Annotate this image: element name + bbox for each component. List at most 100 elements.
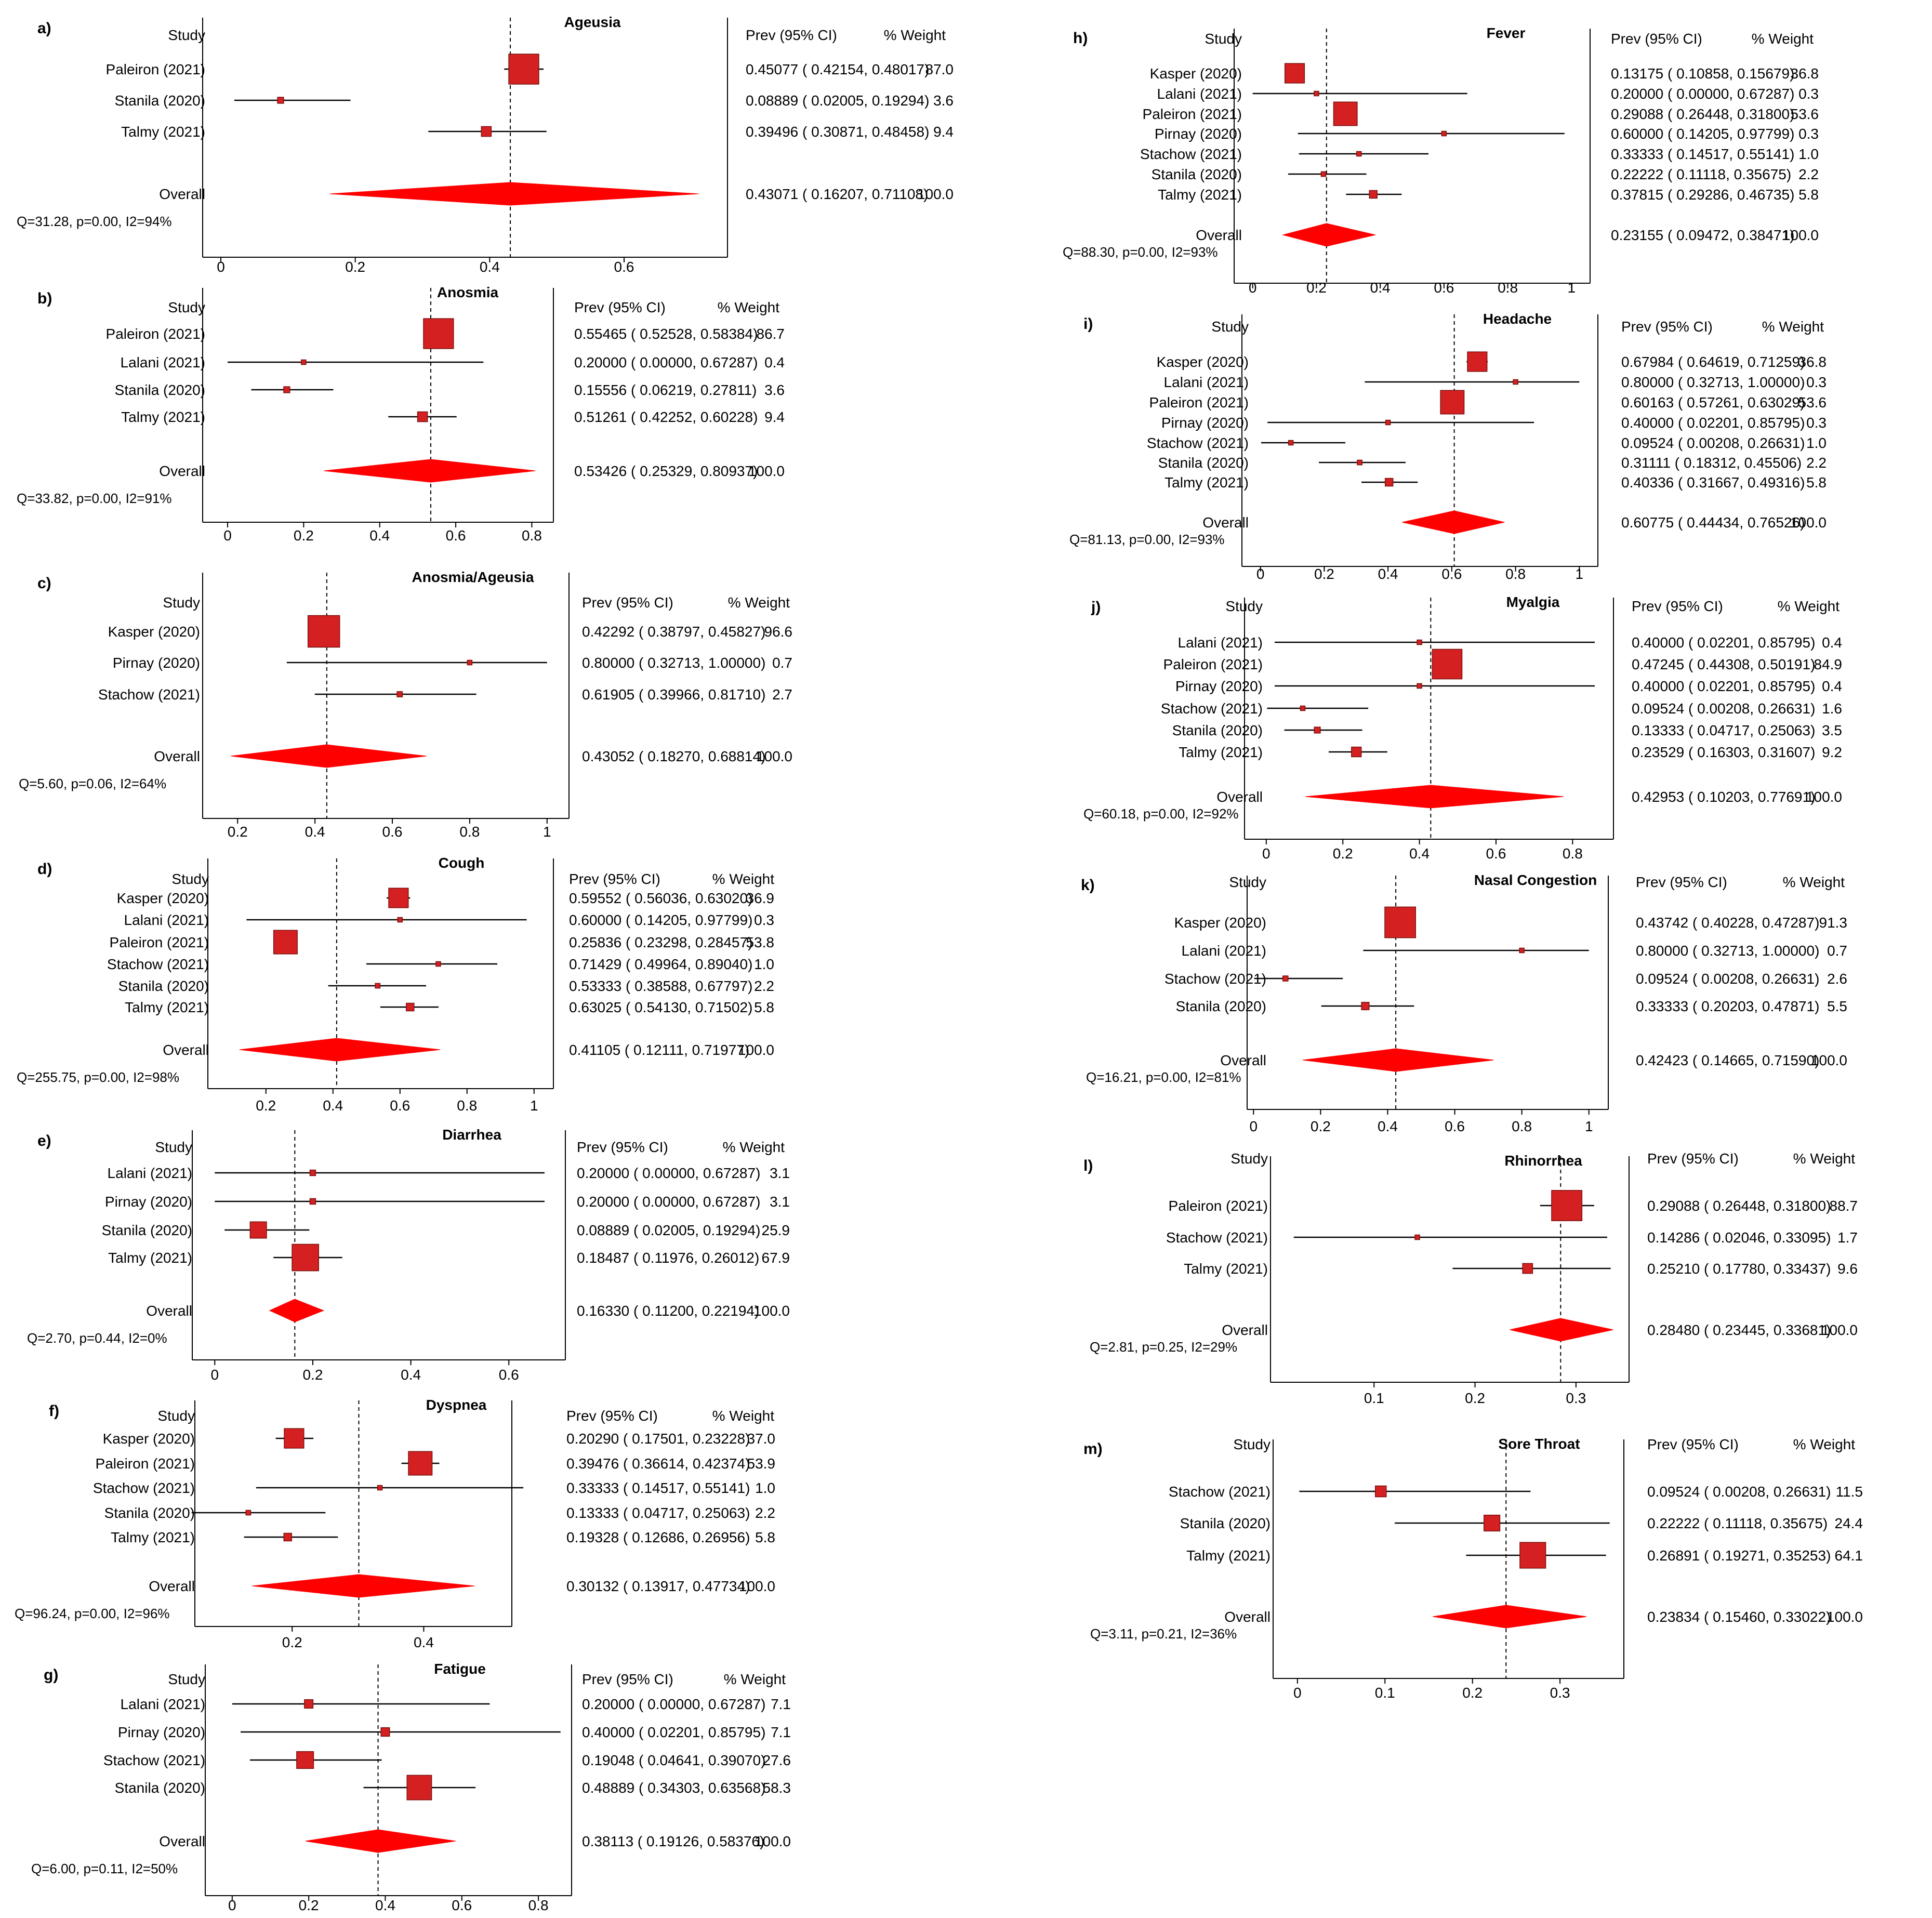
x-tick-label: 0.6: [1445, 1118, 1465, 1134]
x-tick-label: 0.8: [1498, 280, 1518, 296]
study-label: Talmy (2021): [1184, 1261, 1268, 1277]
prev-header: Prev (95% CI): [582, 1671, 673, 1687]
study-label: Paleiron (2021): [1163, 656, 1263, 672]
x-tick-label: 0.2: [1465, 1390, 1485, 1406]
study-label: Lalani (2021): [1164, 374, 1249, 390]
study-label: Stachow (2021): [103, 1752, 205, 1768]
study-marker: [1284, 63, 1305, 84]
x-tick-label: 1: [1576, 566, 1584, 582]
x-tick-label: 0: [1256, 566, 1265, 582]
study-weight-text: 91.3: [1819, 915, 1848, 931]
study-marker: [304, 1699, 314, 1709]
study-weight-text: 96.6: [764, 624, 793, 640]
study-label: Stachow (2021): [107, 956, 209, 972]
study-label: Talmy (2021): [111, 1529, 195, 1545]
study-marker: [396, 691, 403, 697]
study-ci-text: 0.80000 ( 0.32713, 1.00000): [1621, 374, 1805, 390]
weight-header: % Weight: [884, 27, 946, 43]
study-header: Study: [168, 299, 205, 315]
study-header: Study: [1230, 1150, 1268, 1167]
study-marker: [283, 1532, 292, 1542]
study-weight-text: 53.9: [747, 1456, 776, 1472]
study-weight-text: 11.5: [1836, 1484, 1863, 1500]
overall-ci-text: 0.28480 ( 0.23445, 0.33681): [1647, 1322, 1831, 1338]
x-tick-label: 0.8: [459, 824, 480, 840]
study-marker: [375, 983, 381, 989]
overall-ci-text: 0.16330 ( 0.11200, 0.22194): [577, 1303, 759, 1319]
study-weight-text: 0.3: [754, 912, 774, 928]
study-marker: [277, 97, 284, 104]
study-label: Paleiron (2021): [106, 326, 205, 342]
study-ci-text: 0.40000 ( 0.02201, 0.85795): [1621, 415, 1805, 431]
heterogeneity-stats: Q=31.28, p=0.00, I2=94%: [17, 214, 172, 229]
overall-ci-text: 0.60775 ( 0.44434, 0.76526): [1621, 514, 1805, 531]
study-ci-text: 0.23529 ( 0.16303, 0.31607): [1632, 744, 1815, 760]
study-label: Stanila (2020): [1176, 998, 1266, 1014]
study-ci-text: 0.80000 ( 0.32713, 1.00000): [1636, 943, 1819, 959]
overall-label: Overall: [163, 1042, 209, 1058]
overall-label: Overall: [1196, 227, 1242, 243]
study-label: Talmy (2021): [1165, 474, 1249, 491]
overall-weight-text: 100.0: [1782, 227, 1819, 243]
study-label: Stachow (2021): [1169, 1484, 1271, 1500]
x-tick-label: 0.6: [1441, 566, 1462, 582]
overall-diamond: [1305, 785, 1564, 809]
weight-header: % Weight: [1793, 1150, 1856, 1167]
overall-weight-text: 100.0: [1811, 1052, 1847, 1068]
study-label: Stachow (2021): [1161, 700, 1263, 717]
study-weight-text: 0.3: [1806, 415, 1827, 431]
x-tick-label: 1: [530, 1097, 538, 1114]
study-weight-text: 1.0: [1798, 146, 1819, 162]
study-weight-text: 36.9: [746, 890, 775, 906]
prev-header: Prev (95% CI): [1632, 598, 1723, 614]
study-marker: [1484, 1514, 1501, 1532]
x-tick-label: 0.6: [1434, 280, 1454, 296]
study-label: Pirnay (2020): [105, 1194, 192, 1210]
x-tick-label: 0: [223, 527, 232, 544]
study-marker: [508, 54, 539, 85]
study-weight-text: 36.8: [1791, 65, 1819, 82]
study-label: Stachow (2021): [1165, 971, 1266, 987]
study-weight-text: 5.8: [1806, 474, 1827, 491]
study-marker: [283, 386, 290, 393]
overall-diamond: [329, 182, 699, 206]
study-marker: [1432, 649, 1463, 680]
study-weight-text: 5.8: [754, 999, 774, 1015]
study-marker: [1384, 906, 1416, 938]
x-tick-label: 1: [543, 824, 551, 840]
study-marker: [408, 1451, 433, 1476]
study-marker: [417, 411, 428, 422]
study-weight-text: 88.7: [1830, 1198, 1858, 1214]
study-ci-text: 0.13333 ( 0.04717, 0.25063): [566, 1505, 750, 1521]
x-tick-label: 0.4: [480, 259, 500, 275]
weight-header: % Weight: [1752, 31, 1814, 47]
x-tick-label: 0.4: [1378, 566, 1398, 582]
study-marker: [397, 917, 403, 923]
study-marker: [292, 1244, 319, 1272]
x-tick-label: 0.6: [499, 1367, 519, 1383]
overall-diamond: [239, 1038, 441, 1062]
prev-header: Prev (95% CI): [582, 594, 673, 611]
study-marker: [1357, 459, 1362, 466]
overall-ci-text: 0.30132 ( 0.13917, 0.47734): [566, 1578, 750, 1594]
study-ci-text: 0.53333 ( 0.38588, 0.67797): [569, 978, 752, 994]
study-marker: [435, 961, 441, 967]
study-marker: [1282, 975, 1289, 982]
study-marker: [1513, 379, 1518, 385]
study-weight-text: 3.1: [770, 1194, 790, 1210]
study-ci-text: 0.22222 ( 0.11118, 0.35675): [1611, 166, 1791, 182]
study-label: Paleiron (2021): [1169, 1198, 1268, 1214]
panel-label: a): [37, 20, 51, 37]
x-tick-label: 0.1: [1364, 1390, 1384, 1406]
study-marker: [1519, 947, 1525, 954]
study-marker: [1374, 1485, 1387, 1498]
prev-header: Prev (95% CI): [574, 299, 666, 315]
study-weight-text: 3.5: [1822, 722, 1842, 738]
study-marker: [309, 1169, 316, 1176]
heterogeneity-stats: Q=88.30, p=0.00, I2=93%: [1063, 244, 1218, 260]
study-ci-text: 0.40000 ( 0.02201, 0.85795): [582, 1724, 765, 1740]
study-ci-text: 0.63025 ( 0.54130, 0.71502): [569, 999, 752, 1015]
study-ci-text: 0.20000 ( 0.00000, 0.67287): [1611, 86, 1794, 102]
study-label: Paleiron (2021): [1149, 394, 1249, 411]
study-label: Stanila (2020): [118, 978, 209, 994]
